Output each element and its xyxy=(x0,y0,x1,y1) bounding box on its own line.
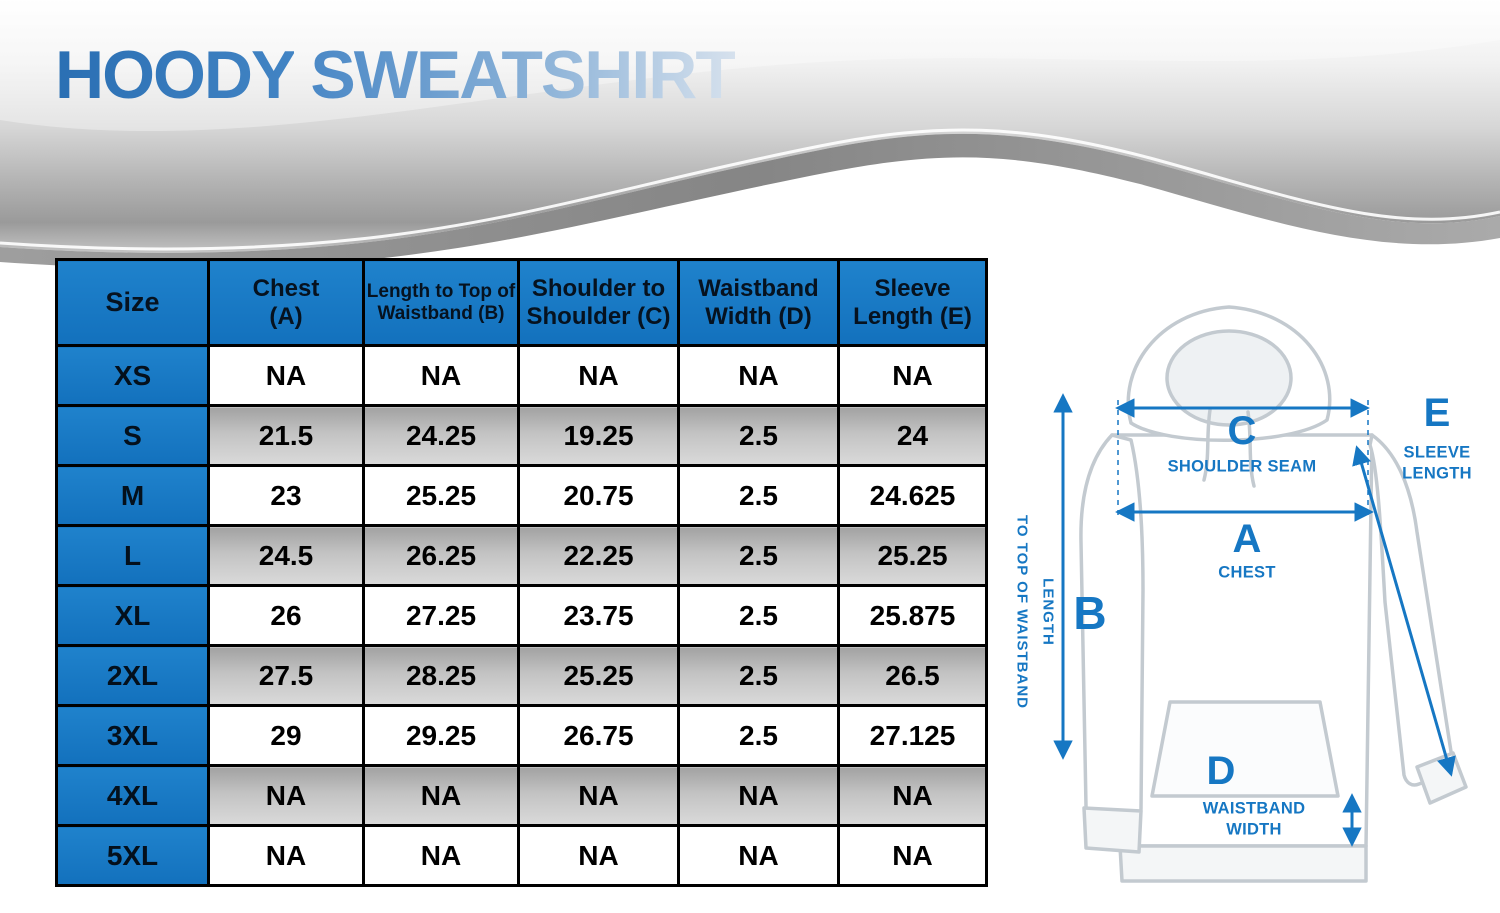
value-cell: 27.5 xyxy=(207,644,365,707)
column-header-size: Size xyxy=(55,258,210,347)
value-cell: NA xyxy=(677,824,840,887)
value-cell: 24 xyxy=(837,404,988,467)
table-row-xl: XL 26 27.25 23.75 2.5 25.875 xyxy=(55,584,988,647)
value-cell: 26.75 xyxy=(517,704,680,767)
value-cell: NA xyxy=(837,824,988,887)
value-cell: 2.5 xyxy=(677,704,840,767)
value-cell: NA xyxy=(207,344,365,407)
value-cell: 25.25 xyxy=(517,644,680,707)
measure-c-letter: C xyxy=(1227,409,1257,453)
table-row-5xl: 5XL NA NA NA NA NA xyxy=(55,824,988,887)
value-cell: NA xyxy=(517,824,680,887)
hoodie-left-cuff xyxy=(1082,806,1143,854)
value-cell: 2.5 xyxy=(677,404,840,467)
value-cell: NA xyxy=(207,764,365,827)
measure-a-letter: A xyxy=(1232,517,1262,561)
hoodie-illustration xyxy=(1053,305,1468,883)
size-cell: XL xyxy=(55,584,210,647)
measure-b-letter: B xyxy=(1073,587,1107,639)
column-header: Chest (A) xyxy=(207,258,365,347)
value-cell: NA xyxy=(837,344,988,407)
value-cell: 2.5 xyxy=(677,464,840,527)
column-header: Waistband Width (D) xyxy=(677,258,840,347)
value-cell: 25.25 xyxy=(362,464,520,527)
hoodie-waistband xyxy=(1118,844,1368,883)
value-cell: 19.25 xyxy=(517,404,680,467)
measure-e-letter: E xyxy=(1423,391,1451,435)
size-cell: XS xyxy=(55,344,210,407)
size-cell: 5XL xyxy=(55,824,210,887)
size-chart-table: Size Chest (A) Length to Top of Waistband … xyxy=(55,258,988,887)
measure-b-label: LENGTH TO TOP OF WAISTBAND xyxy=(1013,514,1057,710)
value-cell: 25.25 xyxy=(837,524,988,587)
value-cell: 28.25 xyxy=(362,644,520,707)
page-title: HOODY SWEATSHIRT xyxy=(55,36,737,114)
value-cell: 29 xyxy=(207,704,365,767)
table-header: Size Chest (A) Length to Top of Waistband … xyxy=(55,258,988,347)
value-cell: 24.5 xyxy=(207,524,365,587)
size-cell: M xyxy=(55,464,210,527)
value-cell: NA xyxy=(677,344,840,407)
value-cell: 26.25 xyxy=(362,524,520,587)
table-row-l: L 24.5 26.25 22.25 2.5 25.25 xyxy=(55,524,988,587)
drawstring-right xyxy=(1246,410,1256,488)
value-cell: NA xyxy=(517,344,680,407)
value-cell: 23.75 xyxy=(517,584,680,647)
size-cell: S xyxy=(55,404,210,467)
value-cell: NA xyxy=(837,764,988,827)
value-cell: 23 xyxy=(207,464,365,527)
value-cell: NA xyxy=(677,764,840,827)
value-cell: 24.625 xyxy=(837,464,988,527)
value-cell: NA xyxy=(362,344,520,407)
value-cell: 21.5 xyxy=(207,404,365,467)
value-cell: 2.5 xyxy=(677,644,840,707)
value-cell: 29.25 xyxy=(362,704,520,767)
measure-d-label: WAISTBAND WIDTH xyxy=(1202,799,1306,839)
table-row-3xl: 3XL 29 29.25 26.75 2.5 27.125 xyxy=(55,704,988,767)
table-header-row: Size Chest (A) Length to Top of Waistband … xyxy=(55,258,988,347)
value-cell: 24.25 xyxy=(362,404,520,467)
table-row-m: M 23 25.25 20.75 2.5 24.625 xyxy=(55,464,988,527)
table-body: XS NA NA NA NA NA S 21.5 24.25 19.25 2.5 24 M 23 25.25… xyxy=(55,344,988,887)
measure-d-letter: D xyxy=(1206,749,1236,793)
value-cell: NA xyxy=(362,764,520,827)
title-word-hoody: HOODY xyxy=(55,37,296,113)
value-cell: 22.25 xyxy=(517,524,680,587)
column-header: Shoulder to Shoulder (C) xyxy=(517,258,680,347)
title-word-sweatshirt: SWEATSHIRT xyxy=(310,37,736,113)
value-cell: 2.5 xyxy=(677,524,840,587)
measure-e-label: SLEEVE LENGTH xyxy=(1402,443,1472,483)
size-cell: 2XL xyxy=(55,644,210,707)
size-cell: 4XL xyxy=(55,764,210,827)
column-header: Sleeve Length (E) xyxy=(837,258,988,347)
hoodie-pocket xyxy=(1150,700,1340,798)
value-cell: NA xyxy=(362,824,520,887)
table-row-xs: XS NA NA NA NA NA xyxy=(55,344,988,407)
measurement-arrows xyxy=(1053,393,1456,847)
measure-c-label: SHOULDER SEAM xyxy=(1167,457,1317,476)
value-cell: 26 xyxy=(207,584,365,647)
size-cell: L xyxy=(55,524,210,587)
value-cell: 2.5 xyxy=(677,584,840,647)
column-header: Length to Top of Waistband (B) xyxy=(362,258,520,347)
header-swoosh-graphic xyxy=(0,0,1500,269)
value-cell: NA xyxy=(517,764,680,827)
table-row-s: S 21.5 24.25 19.25 2.5 24 xyxy=(55,404,988,467)
table-row-4xl: 4XL NA NA NA NA NA xyxy=(55,764,988,827)
value-cell: 27.125 xyxy=(837,704,988,767)
table-row-2xl: 2XL 27.5 28.25 25.25 2.5 26.5 xyxy=(55,644,988,707)
value-cell: 20.75 xyxy=(517,464,680,527)
arrow-e-sleeve xyxy=(1352,445,1456,777)
measure-a-label: CHEST xyxy=(1218,563,1276,582)
size-cell: 3XL xyxy=(55,704,210,767)
value-cell: 26.5 xyxy=(837,644,988,707)
value-cell: 27.25 xyxy=(362,584,520,647)
value-cell: NA xyxy=(207,824,365,887)
value-cell: 25.875 xyxy=(837,584,988,647)
hoodie-outline-group xyxy=(1079,305,1468,883)
